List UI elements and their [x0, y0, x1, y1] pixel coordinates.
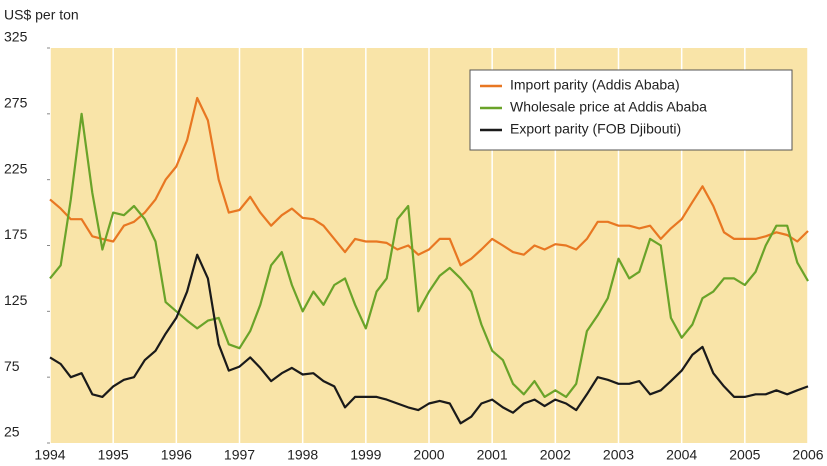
data-line: [49, 112, 809, 398]
x-tick-label: 1995: [98, 447, 129, 463]
y-tick-label: 175: [4, 226, 28, 242]
x-tick-label: 1999: [350, 447, 381, 463]
legend-label: Import parity (Addis Ababa): [510, 77, 680, 93]
y-tick-label: 325: [4, 29, 28, 45]
data-line: [49, 253, 809, 425]
x-tick-label: 1996: [161, 447, 192, 463]
y-tick-label: 25: [4, 424, 20, 440]
y-tick-label: 275: [4, 95, 28, 111]
x-tick-label: 2005: [729, 447, 760, 463]
legend-label: Wholesale price at Addis Ababa: [510, 99, 707, 115]
y-tick-label: 225: [4, 160, 28, 176]
y-tick-label: 125: [4, 292, 28, 308]
x-tick-label: 2002: [540, 447, 571, 463]
x-tick-label: 2001: [477, 447, 508, 463]
x-tick-label: 1997: [224, 447, 255, 463]
y-axis-label: US$ per ton: [4, 7, 79, 23]
x-tick-label: 2006: [792, 447, 823, 463]
data-line: [49, 96, 809, 267]
x-tick-label: 2003: [603, 447, 634, 463]
x-tick-label: 2004: [666, 447, 697, 463]
x-tick-label: 2000: [413, 447, 444, 463]
x-tick-label: 1998: [287, 447, 318, 463]
legend-box: [469, 69, 793, 151]
y-tick-label: 75: [4, 358, 20, 374]
legend-label: Export parity (FOB Djibouti): [510, 121, 681, 137]
x-tick-label: 1994: [34, 447, 65, 463]
